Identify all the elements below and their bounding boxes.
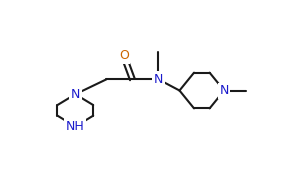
Text: O: O	[119, 49, 129, 62]
Text: N: N	[219, 84, 229, 97]
Text: N: N	[71, 88, 80, 101]
Text: N: N	[154, 73, 163, 86]
Text: NH: NH	[66, 120, 85, 133]
